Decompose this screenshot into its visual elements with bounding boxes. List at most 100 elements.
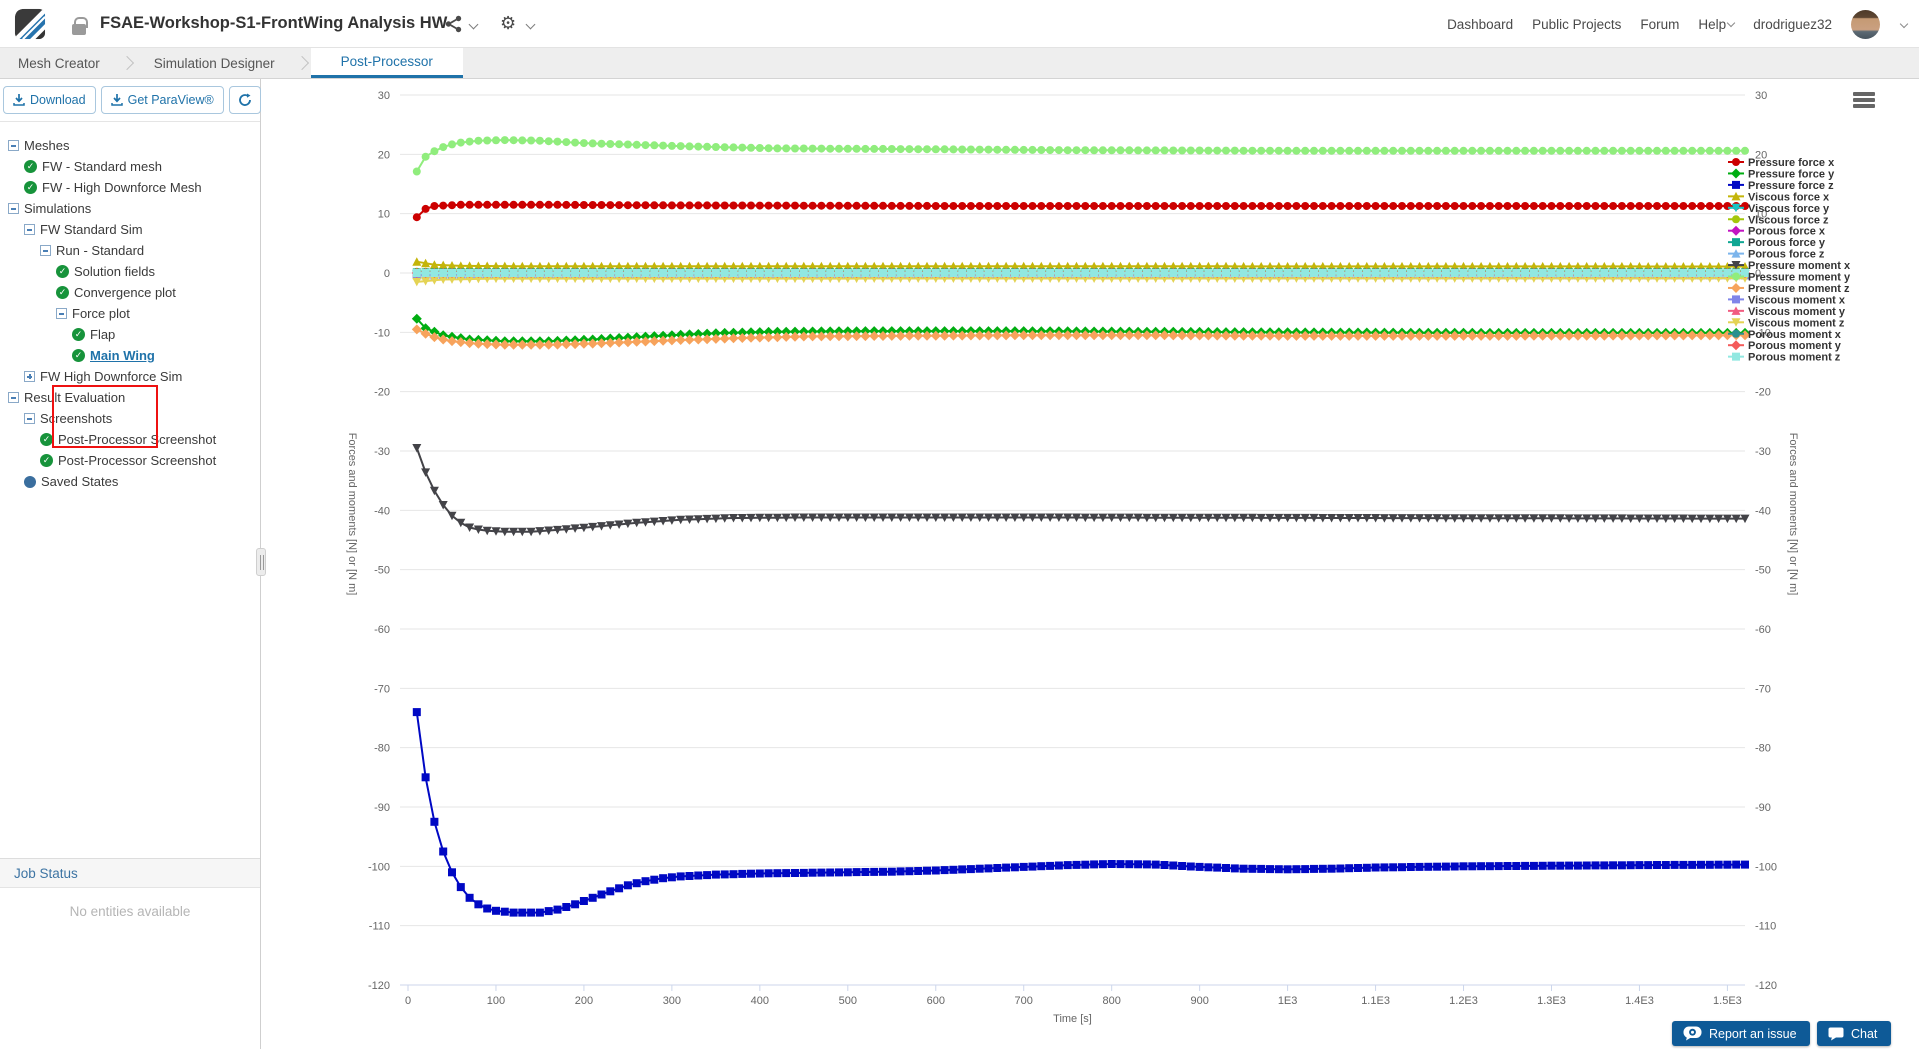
download-button[interactable]: Download [3, 86, 96, 114]
force-plot-svg: 0 100 200 300 400 500 600 700 800 900 1E3 1.1E3 1.2E… [346, 90, 1851, 1025]
tree-item-fw-standard-sim[interactable]: FW Standard Sim [0, 219, 260, 240]
tab-simulation-designer[interactable]: Simulation Designer [153, 55, 275, 71]
nav-forum[interactable]: Forum [1640, 16, 1680, 32]
svg-text:800: 800 [1103, 995, 1121, 1007]
svg-text:-10: -10 [374, 327, 390, 339]
settings-dropdown-caret[interactable] [525, 19, 536, 30]
tree-item-label: Main Wing [90, 348, 155, 363]
legend-item-porous-moment-x[interactable]: Porous moment x [1728, 329, 1842, 341]
legend-item-viscous-moment-y[interactable]: Viscous moment y [1728, 306, 1846, 318]
state-dot-icon [24, 475, 36, 488]
tree-item-result-evaluation[interactable]: Result Evaluation [0, 387, 260, 408]
tab-mesh-creator[interactable]: Mesh Creator [18, 55, 100, 71]
legend-item-viscous-force-y[interactable]: Viscous force y [1728, 203, 1830, 215]
success-check-icon: ✓ [72, 349, 85, 362]
legend-item-porous-force-y[interactable]: Porous force y [1728, 237, 1826, 249]
legend-item-pressure-moment-y[interactable]: Pressure moment y [1728, 272, 1851, 284]
legend-item-pressure-force-z[interactable]: Pressure force z [1728, 180, 1834, 192]
nav-help[interactable]: Help [1698, 17, 1736, 32]
tree-item-post-processor-screenshot[interactable]: ✓ Post-Processor Screenshot [0, 429, 260, 450]
collapse-icon[interactable] [40, 245, 51, 256]
legend-item-viscous-force-x[interactable]: Viscous force x [1728, 191, 1830, 203]
legend-item-viscous-moment-x[interactable]: Viscous moment x [1728, 294, 1846, 306]
legend-item-porous-force-x[interactable]: Porous force x [1728, 225, 1826, 238]
tree-item-label: FW - High Downforce Mesh [42, 180, 202, 195]
nav-dashboard[interactable]: Dashboard [1447, 16, 1514, 32]
svg-text:Pressure moment y: Pressure moment y [1748, 272, 1851, 284]
legend-item-pressure-moment-z[interactable]: Pressure moment z [1728, 282, 1850, 295]
collapse-icon[interactable] [24, 413, 35, 424]
collapse-icon[interactable] [24, 224, 35, 235]
legend-item-viscous-moment-z[interactable]: Viscous moment z [1728, 317, 1845, 329]
tree-item-flap[interactable]: ✓ Flap [0, 324, 260, 345]
svg-text:-120: -120 [368, 980, 390, 992]
tree-item-fw-high-downforce-sim[interactable]: FW High Downforce Sim [0, 366, 260, 387]
tree-item-label: Result Evaluation [24, 390, 126, 405]
user-menu-caret-icon[interactable] [1899, 19, 1909, 29]
tree-item-fw-standard-mesh[interactable]: ✓ FW - Standard mesh [0, 156, 260, 177]
tree-item-run-standard[interactable]: Run - Standard [0, 240, 260, 261]
job-status-header[interactable]: Job Status [0, 858, 260, 888]
collapse-icon[interactable] [8, 203, 19, 214]
simscale-logo-icon[interactable] [14, 8, 46, 40]
tree-item-solution-fields[interactable]: ✓ Solution fields [0, 261, 260, 282]
tree-item-post-processor-screenshot[interactable]: ✓ Post-Processor Screenshot [0, 450, 260, 471]
svg-text:Forces and moments [N] or [N m: Forces and moments [N] or [N m] [1787, 433, 1799, 596]
tree-item-main-wing[interactable]: ✓ Main Wing [0, 345, 260, 366]
series-pressure-force-z [412, 708, 1749, 917]
tree-item-simulations[interactable]: Simulations [0, 198, 260, 219]
legend-item-porous-force-z[interactable]: Porous force z [1728, 249, 1825, 261]
svg-text:0: 0 [1755, 268, 1761, 280]
success-check-icon: ✓ [56, 286, 69, 299]
legend-item-pressure-force-x[interactable]: Pressure force x [1728, 157, 1835, 169]
legend-item-porous-moment-y[interactable]: Porous moment y [1728, 340, 1842, 352]
series-pressure-moment-z [411, 324, 1750, 350]
legend-item-porous-moment-z[interactable]: Porous moment z [1728, 352, 1841, 364]
collapse-icon[interactable] [8, 140, 19, 151]
panel-resize-handle[interactable] [256, 548, 266, 576]
nav-public-projects[interactable]: Public Projects [1532, 16, 1622, 32]
tree-item-screenshots[interactable]: Screenshots [0, 408, 260, 429]
tree-item-label: Simulations [24, 201, 92, 216]
svg-text:1.3E3: 1.3E3 [1537, 995, 1566, 1007]
share-icon[interactable] [445, 15, 463, 33]
svg-text:-120: -120 [1755, 980, 1777, 992]
nav-username[interactable]: drodriguez32 [1753, 16, 1832, 32]
share-dropdown-caret[interactable] [468, 19, 479, 30]
legend-item-pressure-moment-x[interactable]: Pressure moment x [1728, 260, 1851, 272]
tree-item-label: FW Standard Sim [40, 222, 143, 237]
tree-item-fw-high-downforce-mesh[interactable]: ✓ FW - High Downforce Mesh [0, 177, 260, 198]
tree-item-meshes[interactable]: Meshes [0, 135, 260, 156]
svg-text:-40: -40 [1755, 505, 1771, 517]
svg-text:Viscous force x: Viscous force x [1748, 191, 1830, 203]
collapse-icon[interactable] [56, 308, 67, 319]
expand-icon[interactable] [24, 371, 35, 382]
gear-icon[interactable]: ⚙ [500, 13, 517, 33]
tree-item-saved-states[interactable]: Saved States [0, 471, 260, 492]
collapse-icon[interactable] [8, 392, 19, 403]
chat-button[interactable]: Chat [1817, 1021, 1891, 1046]
series-pressure-moment-x [412, 444, 1750, 537]
get-paraview-button[interactable]: Get ParaView® [100, 86, 224, 114]
report-an-issue-button[interactable]: Report an issue [1672, 1021, 1810, 1046]
tree-item-label: FW - Standard mesh [42, 159, 162, 174]
force-plot-chart: 0 100 200 300 400 500 600 700 800 900 1E3 1.1E3 1.2E… [266, 64, 1919, 1049]
tree-item-label: Screenshots [40, 411, 113, 426]
svg-text:-100: -100 [368, 861, 390, 873]
legend-item-pressure-force-y[interactable]: Pressure force y [1728, 168, 1835, 180]
job-status-empty-text: No entities available [69, 904, 191, 919]
tree-item-convergence-plot[interactable]: ✓ Convergence plot [0, 282, 260, 303]
tree-item-force-plot[interactable]: Force plot [0, 303, 260, 324]
refresh-button[interactable] [228, 86, 261, 114]
tab-post-processor[interactable]: Post-Processor [310, 48, 463, 78]
svg-text:Viscous force y: Viscous force y [1748, 203, 1830, 215]
svg-text:-80: -80 [1755, 743, 1771, 755]
svg-text:0: 0 [405, 995, 411, 1007]
svg-text:-30: -30 [1755, 446, 1771, 458]
tree-item-label: Post-Processor Screenshot [58, 453, 217, 468]
chart-menu-icon[interactable] [1853, 92, 1877, 112]
svg-text:Viscous moment z: Viscous moment z [1748, 317, 1845, 329]
legend-item-viscous-force-z[interactable]: Viscous force z [1728, 214, 1829, 226]
tab-separator-icon [119, 55, 134, 71]
user-avatar[interactable] [1851, 9, 1880, 39]
